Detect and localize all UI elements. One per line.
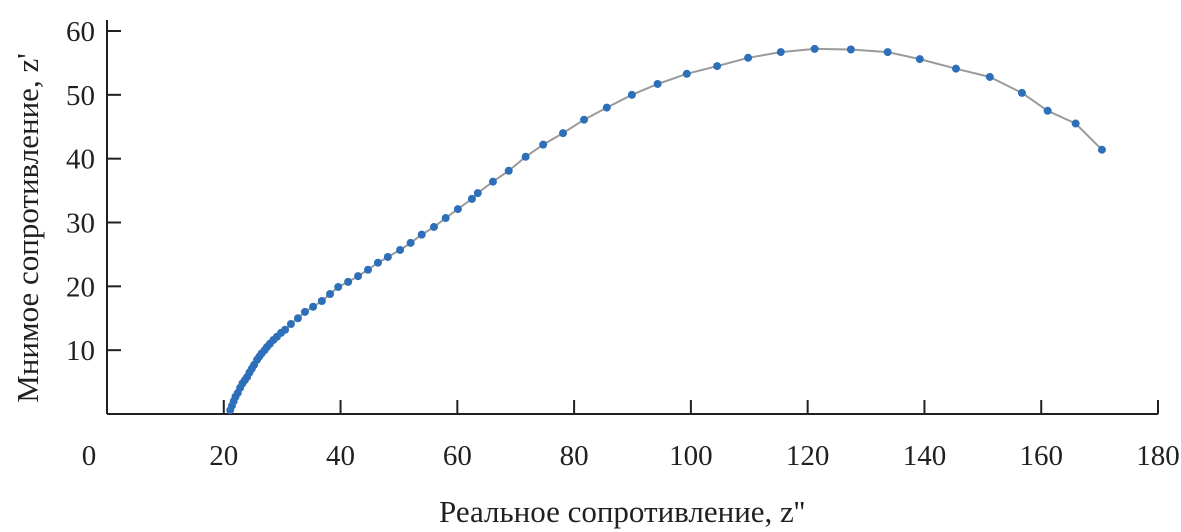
data-point [354,272,363,281]
data-point [521,152,530,161]
x-tick-label: 0 [82,440,97,472]
axes: 0 20 40 60 80 100 120 140 160 180 10 20 30 40 50 60 [66,16,1180,472]
data-point [627,90,636,99]
y-tick-label: 20 [66,271,95,303]
y-tick-label: 40 [66,144,95,176]
data-point [744,53,753,62]
x-axis-title: Реальное сопротивление, z'' [439,494,805,529]
data-point [383,252,392,261]
y-axis-title: Мнимое сопротивление, z' [10,53,45,403]
data-point [473,189,482,198]
x-tick-label: 20 [209,440,238,472]
data-point [539,140,548,149]
data-point [1071,119,1080,128]
data-point [1097,145,1106,154]
data-point [293,314,302,323]
data-point [1017,88,1026,97]
data-point [810,44,819,53]
data-point [713,62,722,71]
data-point [580,115,589,124]
data-point [344,277,353,286]
data-point [559,129,568,138]
series-line [229,47,1103,411]
data-point [309,302,318,311]
data-point [504,166,513,175]
x-tick-label: 160 [1019,440,1063,472]
y-tick-label: 50 [66,80,95,112]
data-point [417,230,426,239]
data-point [883,48,892,57]
data-point [406,238,415,247]
x-tick-label: 140 [903,440,947,472]
data-point [441,214,450,223]
data-point [488,177,497,186]
x-tick-label: 100 [669,440,713,472]
data-point [846,45,855,54]
data-point [682,69,691,78]
data-point [915,55,924,64]
data-point [334,282,343,291]
data-point [776,48,785,57]
data-point [373,258,382,267]
y-tick-label: 10 [66,335,95,367]
y-tick-label: 60 [66,16,95,48]
data-point [300,307,309,316]
x-tick-label: 40 [326,440,355,472]
data-point [453,205,462,214]
data-point [1043,106,1052,115]
data-point [396,245,405,254]
data-point [281,325,290,334]
data-point [653,79,662,88]
x-tick-label: 120 [786,440,830,472]
data-point [363,265,372,274]
x-tick-label: 80 [560,440,589,472]
data-point [286,319,295,328]
data-point [467,194,476,203]
data-point [429,222,438,231]
data-point [317,297,326,306]
y-tick-label: 30 [66,208,95,240]
x-tick-label: 180 [1136,440,1180,472]
series-impedance [226,44,1106,415]
data-point [985,72,994,81]
data-point [951,64,960,73]
data-point [326,289,335,298]
x-tick-label: 60 [443,440,472,472]
data-point [602,103,611,112]
